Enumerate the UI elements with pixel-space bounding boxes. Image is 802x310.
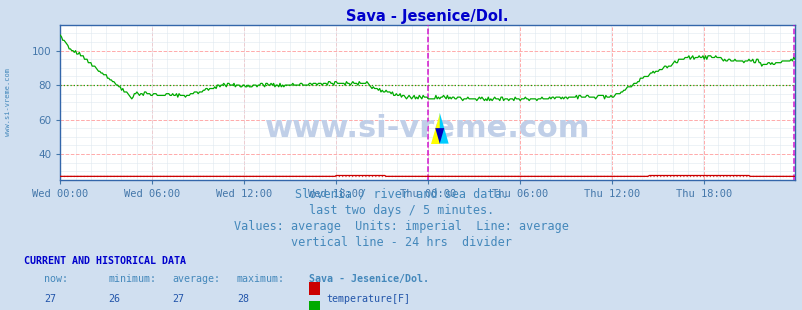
Text: 28: 28 bbox=[237, 294, 249, 303]
Text: Values: average  Units: imperial  Line: average: Values: average Units: imperial Line: av… bbox=[233, 220, 569, 233]
Text: last two days / 5 minutes.: last two days / 5 minutes. bbox=[309, 204, 493, 217]
Polygon shape bbox=[439, 113, 448, 144]
Text: Slovenia / river and sea data.: Slovenia / river and sea data. bbox=[294, 188, 508, 201]
Text: www.si-vreme.com: www.si-vreme.com bbox=[5, 68, 11, 136]
Text: temperature[F]: temperature[F] bbox=[326, 294, 410, 303]
Text: vertical line - 24 hrs  divider: vertical line - 24 hrs divider bbox=[290, 236, 512, 249]
Text: maximum:: maximum: bbox=[237, 274, 285, 284]
Text: Sava - Jesenice/Dol.: Sava - Jesenice/Dol. bbox=[309, 274, 428, 284]
Text: 27: 27 bbox=[172, 294, 184, 303]
Text: 27: 27 bbox=[44, 294, 56, 303]
Polygon shape bbox=[435, 128, 444, 144]
Title: Sava - Jesenice/Dol.: Sava - Jesenice/Dol. bbox=[346, 9, 508, 24]
Text: www.si-vreme.com: www.si-vreme.com bbox=[265, 114, 589, 143]
Text: minimum:: minimum: bbox=[108, 274, 156, 284]
Text: 26: 26 bbox=[108, 294, 120, 303]
Text: average:: average: bbox=[172, 274, 221, 284]
Text: now:: now: bbox=[44, 274, 68, 284]
Polygon shape bbox=[430, 113, 439, 144]
Text: CURRENT AND HISTORICAL DATA: CURRENT AND HISTORICAL DATA bbox=[24, 256, 186, 266]
